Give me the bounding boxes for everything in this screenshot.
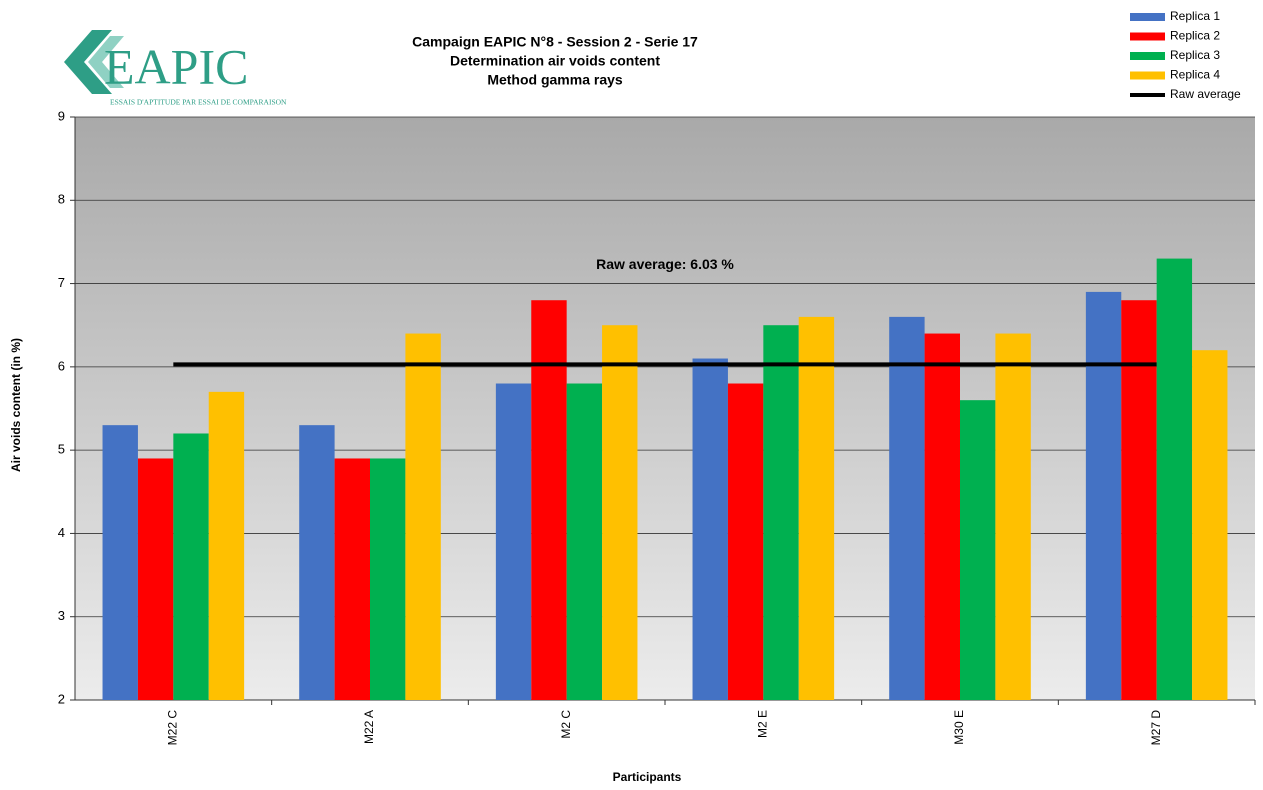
chart-title: Determination air voids content [450, 53, 660, 69]
logo-chevron [64, 30, 112, 94]
x-tick-label: M2 E [756, 710, 770, 738]
y-tick-label: 5 [58, 442, 65, 457]
bar [602, 325, 638, 700]
y-tick-label: 7 [58, 275, 65, 290]
bar [370, 458, 406, 700]
y-axis-label: Air voids content (in %) [9, 338, 23, 472]
bar [1192, 350, 1228, 700]
y-tick-label: 2 [58, 691, 65, 706]
bar [102, 425, 138, 700]
logo: EAPIC ESSAIS D'APTITUDE PAR ESSAI DE COM… [64, 30, 287, 107]
y-tick-label: 8 [58, 192, 65, 207]
legend-swatch [1130, 32, 1165, 41]
bar [692, 358, 728, 700]
y-tick-label: 6 [58, 358, 65, 373]
chart-title: Campaign EAPIC N°8 - Session 2 - Serie 1… [412, 34, 698, 50]
plot-area [75, 117, 1255, 700]
x-axis-label: Participants [613, 770, 682, 784]
bar [334, 458, 370, 700]
bar [889, 316, 925, 700]
legend-swatch [1130, 13, 1165, 21]
x-tick-label: M30 E [952, 710, 966, 745]
legend-label: Replica 2 [1170, 29, 1220, 43]
bar [1085, 291, 1122, 700]
chart-title: Method gamma rays [487, 72, 623, 88]
x-tick-label: M22 A [362, 710, 376, 744]
legend-swatch [1130, 71, 1165, 80]
bar [960, 400, 996, 700]
bar [763, 325, 799, 700]
y-tick-label: 3 [58, 608, 65, 623]
logo-text: EAPIC [104, 38, 248, 94]
bar [727, 383, 764, 700]
x-tick-label: M2 C [559, 710, 573, 739]
bar [924, 333, 960, 700]
logo-chevron [88, 36, 124, 88]
legend-label: Raw average [1170, 87, 1241, 101]
legend-label: Replica 1 [1170, 9, 1220, 23]
bar [531, 300, 567, 700]
bar [1121, 300, 1157, 700]
bar [1156, 258, 1193, 700]
x-tick-label: M27 D [1149, 710, 1163, 746]
legend-label: Replica 4 [1170, 68, 1220, 82]
logo-tagline: ESSAIS D'APTITUDE PAR ESSAI DE COMPARAIS… [110, 98, 287, 107]
legend-label: Replica 3 [1170, 48, 1220, 62]
bar [173, 433, 209, 700]
legend-swatch [1130, 52, 1165, 60]
reference-label: Raw average: 6.03 % [596, 256, 734, 272]
bar [137, 458, 174, 700]
bar [566, 383, 603, 700]
bar [495, 383, 532, 700]
bar [299, 425, 335, 700]
x-tick-label: M22 C [166, 710, 180, 746]
bar [798, 316, 835, 700]
bar [208, 391, 245, 700]
bar [405, 333, 441, 700]
bar [995, 333, 1031, 700]
y-tick-label: 4 [58, 525, 65, 540]
y-tick-label: 9 [58, 108, 65, 123]
